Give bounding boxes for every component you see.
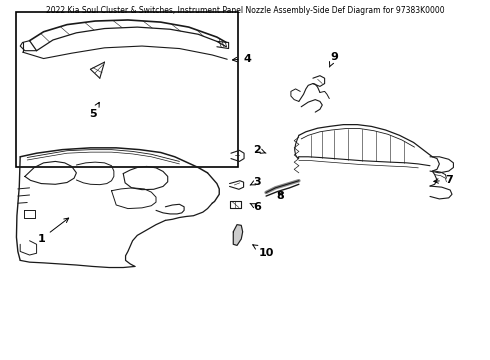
Text: 4: 4 bbox=[232, 54, 251, 64]
Text: 2022 Kia Soul Cluster & Switches, Instrument Panel Nozzle Assembly-Side Def Diag: 2022 Kia Soul Cluster & Switches, Instru… bbox=[46, 6, 444, 15]
Text: 1: 1 bbox=[37, 218, 69, 244]
Text: 2: 2 bbox=[253, 145, 266, 155]
Text: 7: 7 bbox=[434, 175, 453, 185]
Text: 6: 6 bbox=[250, 202, 261, 212]
Text: 8: 8 bbox=[276, 191, 284, 201]
Text: 5: 5 bbox=[89, 102, 99, 119]
Text: 10: 10 bbox=[253, 245, 274, 258]
Bar bbox=[16, 12, 238, 167]
Polygon shape bbox=[233, 225, 243, 246]
Text: 3: 3 bbox=[250, 177, 261, 187]
Text: 9: 9 bbox=[329, 52, 338, 67]
